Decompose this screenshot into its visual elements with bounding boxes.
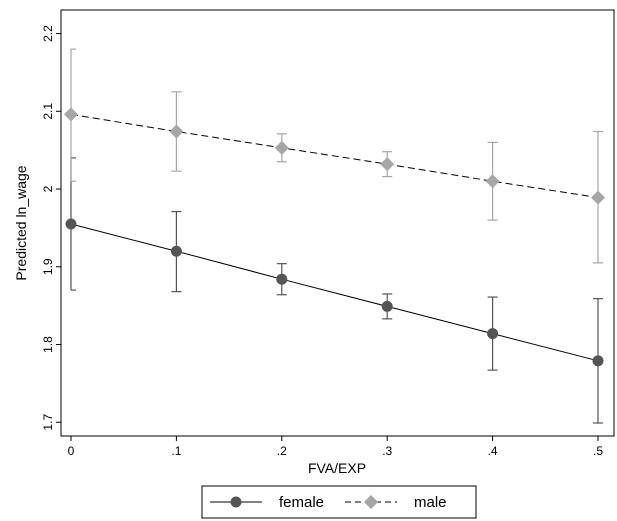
y-axis-title: Predicted ln_wage [13,165,29,280]
x-tick-label: .5 [593,444,603,458]
legend-male-marker [364,495,378,509]
x-tick-label: .4 [488,444,498,458]
male-line [70,113,599,199]
x-axis-title: FVA/EXP [308,460,366,476]
x-tick-label: .2 [277,444,287,458]
y-tick-label: 1.7 [41,414,55,431]
series-markers [64,107,605,367]
legend-male-label: male [414,494,447,511]
y-tick-label: 2 [41,185,55,192]
legend: female male [201,485,477,519]
male-point [380,157,395,172]
female-point [276,273,288,285]
error-bars [70,48,603,424]
y-tick-label: 1.8 [41,336,55,353]
x-tick-label: 0 [68,444,75,458]
female-point [487,328,499,340]
x-tick-label: .3 [382,444,392,458]
series-lines [70,113,599,362]
y-tick-label: 1.9 [41,258,55,275]
legend-female-label: female [279,494,324,511]
y-tick-label: 2.1 [41,103,55,120]
male-point [591,190,605,205]
female-point [65,218,77,230]
female-point [170,245,182,257]
female-point [381,300,393,312]
male-point [485,174,500,189]
y-tick-label: 2.2 [41,25,55,42]
male-point [274,140,289,155]
axes: 1.7 1.8 1.9 2 2.1 2.2 0 .1 .2 .3 .4 .5 [41,25,603,458]
male-point [64,107,78,122]
male-point [169,124,184,139]
legend-female-marker [230,496,242,508]
x-tick-label: .1 [171,444,181,458]
plot-frame [60,9,615,437]
female-point [592,355,604,367]
female-line [70,223,599,362]
